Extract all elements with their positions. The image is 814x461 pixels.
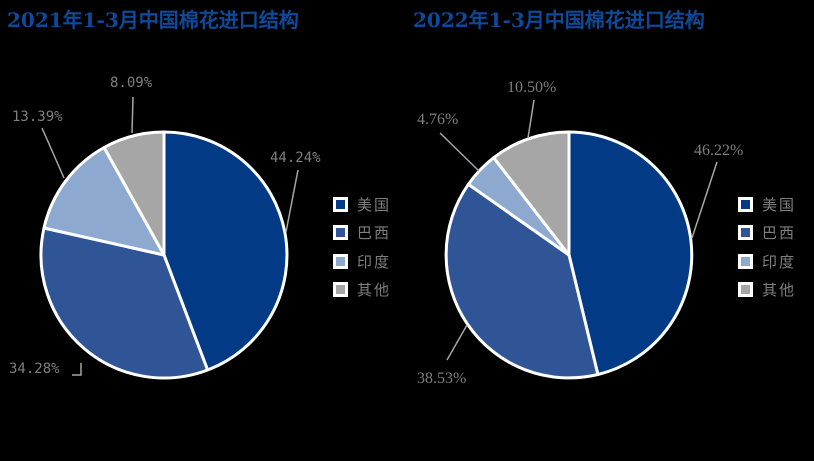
label-brazil-2022: 38.53%	[417, 370, 466, 387]
label-other-2022: 10.50%	[507, 79, 556, 96]
slice-other-2021	[102, 130, 166, 257]
legend-label-other: 其他	[762, 280, 797, 299]
legend-item-brazil: 巴西	[333, 222, 391, 242]
legend-label-india: 印度	[357, 252, 392, 271]
legend-item-other: 其他	[738, 279, 796, 299]
label-usa-2021: 44.24%	[270, 150, 321, 166]
legend-item-india: 印度	[738, 251, 796, 271]
slice-other-2022	[492, 130, 571, 257]
legend-marker-brazil	[333, 224, 348, 240]
label-usa-2022: 46.22%	[694, 142, 743, 159]
slice-usa-2021	[162, 130, 289, 372]
chart-1-title: 2021年1-3月中国棉花进口结构	[7, 8, 299, 32]
label-india-2022: 4.76%	[417, 111, 458, 128]
legend-label-usa: 美国	[762, 195, 797, 214]
legend-marker-brazil	[738, 224, 753, 240]
legend-marker-india	[738, 253, 753, 269]
label-india-2021: 13.39%	[12, 109, 63, 125]
legend-label-other: 其他	[357, 280, 392, 299]
data-labels-2022: 46.22% 38.53% 4.76% 10.50%	[417, 79, 743, 387]
data-labels-2021: 44.24% 34.28% 13.39% 8.09%	[9, 75, 321, 377]
leader-lines-2022	[439, 99, 718, 361]
pie-chart-2021	[39, 130, 289, 380]
leader-lines-2021	[41, 96, 299, 376]
slice-india-2021	[42, 146, 166, 257]
legend-label-brazil: 巴西	[357, 223, 392, 242]
chart-2-title: 2022年1-3月中国棉花进口结构	[413, 8, 705, 32]
legend-marker-other	[333, 281, 348, 297]
legend-item-brazil: 巴西	[738, 222, 796, 242]
legend-item-india: 印度	[333, 251, 391, 271]
legend-marker-other	[738, 281, 753, 297]
label-other-2021: 8.09%	[110, 75, 153, 91]
slice-brazil-2022	[444, 182, 600, 380]
label-brazil-2021: 34.28%	[9, 361, 60, 377]
legend-item-other: 其他	[333, 279, 391, 299]
legend-label-india: 印度	[762, 252, 797, 271]
legend-item-usa: 美国	[333, 194, 391, 214]
legend-label-usa: 美国	[357, 195, 392, 214]
legend-label-brazil: 巴西	[762, 223, 797, 242]
slice-usa-2022	[567, 130, 694, 376]
legend-item-usa: 美国	[738, 194, 796, 214]
legend-marker-india	[333, 253, 348, 269]
legend-marker-usa	[333, 196, 348, 212]
pie-chart-2022	[444, 130, 694, 380]
slice-brazil-2021	[39, 226, 210, 380]
legend-marker-usa	[738, 196, 753, 212]
